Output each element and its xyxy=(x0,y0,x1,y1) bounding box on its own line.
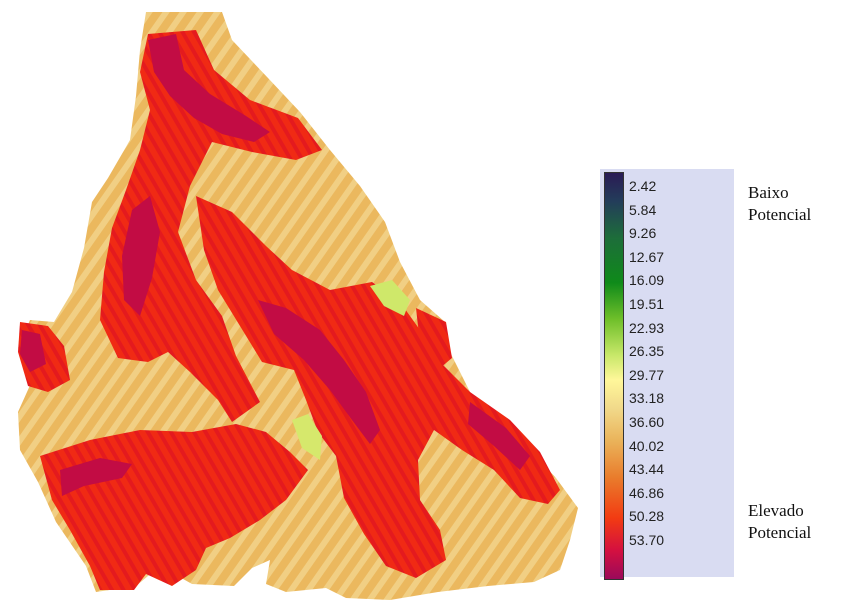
legend-value: 50.28 xyxy=(629,508,665,525)
legend-values: 2.42 5.84 9.26 12.67 16.09 19.51 22.93 2… xyxy=(629,175,729,553)
high-potential-label: Elevado Potencial xyxy=(748,500,811,544)
legend-value: 26.35 xyxy=(629,343,665,360)
color-ramp xyxy=(604,172,624,580)
legend-value: 12.67 xyxy=(629,248,665,265)
legend-value: 19.51 xyxy=(629,295,665,312)
legend-value: 9.26 xyxy=(629,225,657,242)
high-label-line2: Potencial xyxy=(748,523,812,542)
legend-value: 36.60 xyxy=(629,413,665,430)
high-label-line1: Elevado xyxy=(748,501,804,520)
low-potential-label: Baixo Potencial xyxy=(748,182,811,226)
legend-value: 43.44 xyxy=(629,461,665,478)
legend-value: 16.09 xyxy=(629,272,665,289)
legend-value: 40.02 xyxy=(629,437,665,454)
legend-value: 46.86 xyxy=(629,484,665,501)
legend-value: 53.70 xyxy=(629,531,665,548)
legend-value: 33.18 xyxy=(629,390,665,407)
low-label-line1: Baixo xyxy=(748,183,789,202)
low-potential-zones xyxy=(292,280,410,460)
peak-zones xyxy=(20,34,530,496)
legend-value: 22.93 xyxy=(629,319,665,336)
legend-value: 5.84 xyxy=(629,201,657,218)
legend-value: 29.77 xyxy=(629,366,665,383)
potential-map xyxy=(18,12,578,600)
low-label-line2: Potencial xyxy=(748,205,812,224)
legend-value: 2.42 xyxy=(629,178,657,194)
